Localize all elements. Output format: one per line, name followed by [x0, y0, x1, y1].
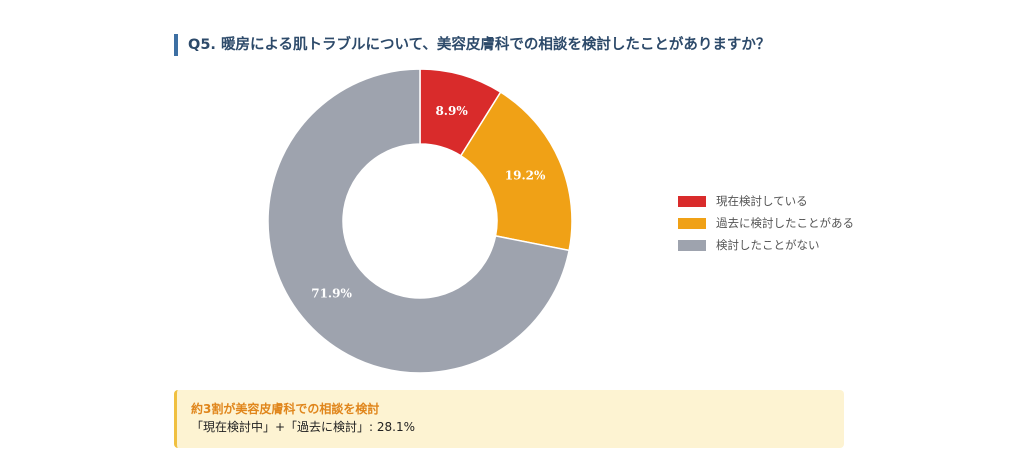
legend: 現在検討している 過去に検討したことがある 検討したことがない — [678, 190, 854, 256]
donut-slice — [267, 68, 571, 374]
legend-swatch — [678, 217, 706, 229]
legend-label: 過去に検討したことがある — [716, 216, 854, 230]
data-label: 19.2% — [505, 169, 546, 183]
legend-swatch — [678, 239, 706, 251]
data-label: 8.9% — [435, 104, 468, 118]
legend-item: 現在検討している — [678, 190, 854, 212]
legend-item: 検討したことがない — [678, 234, 854, 256]
donut-slice — [459, 91, 573, 252]
legend-item: 過去に検討したことがある — [678, 212, 854, 234]
legend-label: 検討したことがない — [716, 238, 820, 252]
chart-title: Q5. 暖房による肌トラブルについて、美容皮膚科での相談を検討したことがあります… — [174, 34, 770, 56]
callout-heading: 約3割が美容皮膚科での相談を検討 — [191, 402, 380, 416]
callout-body: 「現在検討中」+「過去に検討」: 28.1% — [191, 420, 416, 434]
data-label: 71.9% — [311, 287, 352, 301]
legend-swatch — [678, 195, 706, 207]
legend-label: 現在検討している — [716, 194, 808, 208]
summary-callout: 約3割が美容皮膚科での相談を検討 「現在検討中」+「過去に検討」: 28.1% — [174, 390, 844, 448]
